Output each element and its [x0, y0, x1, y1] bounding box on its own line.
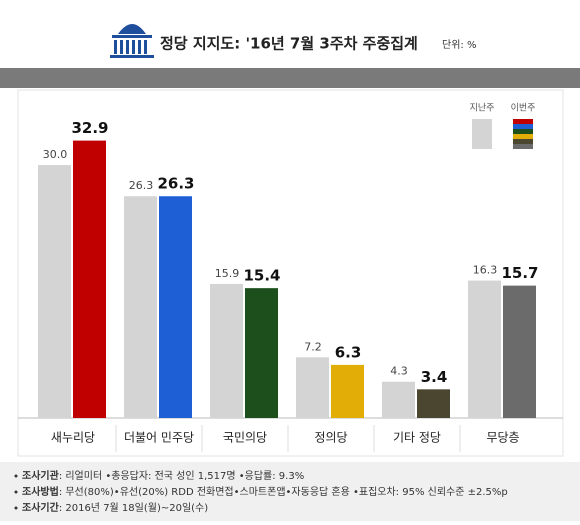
- header-band: [0, 68, 580, 88]
- bar: [468, 280, 501, 418]
- footer-text: : 무선(80%)•유선(20%) RDD 전화면접•스마트폰앱•자동응답 혼용…: [59, 485, 508, 498]
- footer-band: [0, 462, 580, 521]
- value-label: 26.3: [157, 175, 194, 193]
- bar: [124, 196, 157, 418]
- bar: [503, 285, 536, 418]
- x-tick-label: 더불어 민주당: [124, 431, 194, 445]
- legend-swatch: [513, 129, 533, 134]
- footer-bullet: [14, 474, 18, 478]
- footer-label: 조사기관: [22, 469, 60, 482]
- legend-swatch: [513, 124, 533, 129]
- bar: [331, 364, 364, 418]
- chart-title: 정당 지지도: '16년 7월 3주차 주중집계: [160, 35, 418, 53]
- bar: [38, 165, 71, 418]
- footer-label: 조사방법: [22, 485, 59, 498]
- legend-swatch: [472, 119, 492, 149]
- value-label: 7.2: [304, 340, 322, 353]
- bar: [159, 196, 192, 418]
- bar: [417, 389, 450, 418]
- legend-swatch: [513, 139, 533, 144]
- value-label: 32.9: [71, 119, 108, 137]
- legend-label: 지난주: [470, 103, 495, 114]
- value-label: 16.3: [473, 264, 498, 277]
- footer-note: 조사기간: 2016년 7월 18일(월)~20일(수): [22, 501, 208, 514]
- value-label: 30.0: [43, 148, 68, 161]
- value-label: 15.4: [243, 267, 280, 285]
- legend-swatch: [513, 134, 533, 139]
- x-tick-label: 국민의당: [223, 431, 267, 445]
- footer-bullet: [14, 506, 18, 510]
- footer-bullet: [14, 490, 18, 494]
- x-tick-label: 정의당: [314, 431, 347, 445]
- value-label: 15.7: [501, 264, 538, 282]
- legend-swatch: [513, 144, 533, 149]
- legend-swatch: [513, 119, 533, 124]
- footer-note: 조사기관: 리얼미터 •총응답자: 전국 성인 1,517명 •응답률: 9.3…: [22, 469, 304, 482]
- x-tick-label: 기타 정당: [393, 431, 441, 445]
- x-tick-label: 새누리당: [51, 431, 95, 445]
- footer-label: 조사기간: [22, 501, 60, 514]
- value-label: 3.4: [421, 368, 448, 386]
- bar: [296, 357, 329, 418]
- x-tick-label: 무당층: [486, 431, 519, 445]
- bar: [245, 288, 278, 418]
- bar: [382, 381, 415, 418]
- footer-note: 조사방법: 무선(80%)•유선(20%) RDD 전화면접•스마트폰앱•자동응…: [22, 485, 508, 498]
- footer-text: : 리얼미터 •총응답자: 전국 성인 1,517명 •응답률: 9.3%: [59, 470, 304, 482]
- value-label: 26.3: [129, 179, 154, 192]
- bar: [210, 283, 243, 418]
- emblem: [110, 24, 154, 58]
- bar: [73, 140, 106, 419]
- footer-text: : 2016년 7월 18일(월)~20일(수): [59, 502, 208, 514]
- unit-label: 단위: %: [442, 38, 476, 51]
- value-label: 15.9: [215, 267, 240, 280]
- value-label: 6.3: [335, 343, 362, 361]
- value-label: 4.3: [390, 365, 408, 378]
- legend-label: 이번주: [511, 103, 536, 114]
